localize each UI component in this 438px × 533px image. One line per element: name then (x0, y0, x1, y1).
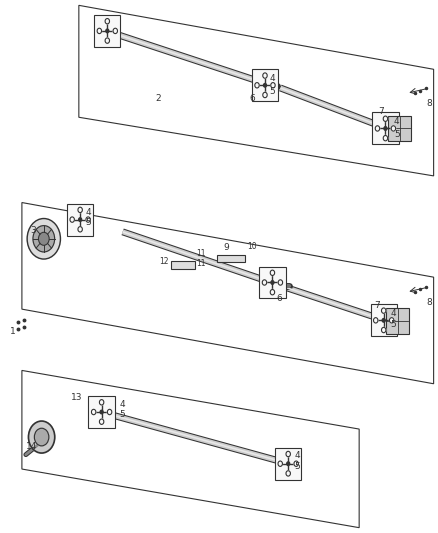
FancyBboxPatch shape (386, 308, 409, 334)
Polygon shape (217, 255, 245, 262)
Circle shape (99, 400, 104, 405)
FancyBboxPatch shape (371, 304, 397, 336)
Circle shape (383, 116, 388, 122)
Circle shape (107, 409, 112, 415)
Text: 6: 6 (276, 294, 283, 303)
Circle shape (381, 327, 386, 333)
Circle shape (270, 270, 275, 276)
Text: 8: 8 (426, 298, 432, 306)
Circle shape (389, 318, 394, 323)
Circle shape (384, 127, 387, 130)
Circle shape (34, 429, 49, 446)
Text: 12: 12 (159, 257, 169, 265)
FancyBboxPatch shape (252, 69, 278, 101)
Circle shape (383, 135, 388, 141)
Text: 9: 9 (223, 244, 229, 252)
Text: 7: 7 (374, 301, 380, 310)
Circle shape (287, 462, 290, 465)
Circle shape (264, 84, 266, 87)
Circle shape (79, 218, 81, 221)
Circle shape (286, 451, 290, 457)
Text: 5: 5 (394, 130, 400, 139)
Circle shape (381, 308, 386, 313)
Circle shape (33, 225, 55, 252)
Circle shape (106, 29, 109, 33)
Circle shape (382, 319, 385, 322)
Text: 6: 6 (249, 94, 255, 103)
FancyBboxPatch shape (372, 112, 399, 144)
Circle shape (391, 126, 396, 131)
Text: 3: 3 (30, 226, 36, 235)
Circle shape (271, 83, 275, 88)
Circle shape (86, 217, 90, 222)
Circle shape (100, 410, 103, 414)
Circle shape (286, 471, 290, 476)
Text: 8: 8 (426, 100, 432, 108)
Circle shape (105, 19, 110, 24)
Text: 5: 5 (120, 410, 126, 419)
Text: 4: 4 (391, 309, 396, 318)
Text: 1: 1 (10, 327, 16, 336)
Circle shape (255, 83, 259, 88)
Text: 4: 4 (86, 208, 91, 216)
Text: 5: 5 (85, 219, 92, 227)
Circle shape (28, 421, 55, 453)
Polygon shape (171, 261, 195, 269)
Circle shape (263, 92, 267, 98)
FancyBboxPatch shape (67, 204, 93, 236)
Text: 4: 4 (394, 117, 399, 126)
Circle shape (27, 219, 60, 259)
Circle shape (374, 318, 378, 323)
Text: 5: 5 (390, 320, 396, 328)
Circle shape (375, 126, 380, 131)
Circle shape (113, 28, 117, 34)
Text: 4: 4 (294, 451, 300, 460)
Circle shape (262, 280, 267, 285)
Circle shape (278, 461, 283, 466)
Text: 7: 7 (378, 108, 384, 116)
Text: 4: 4 (120, 400, 125, 408)
Circle shape (78, 227, 82, 232)
FancyBboxPatch shape (259, 266, 286, 298)
FancyBboxPatch shape (94, 15, 120, 47)
Circle shape (105, 38, 110, 43)
FancyBboxPatch shape (389, 116, 411, 141)
Text: 13: 13 (71, 393, 82, 401)
Text: 11: 11 (196, 259, 205, 268)
Text: 10: 10 (247, 243, 257, 251)
Circle shape (39, 232, 49, 245)
Text: 11: 11 (196, 249, 205, 258)
Text: 4: 4 (270, 75, 275, 83)
FancyBboxPatch shape (88, 396, 115, 428)
Circle shape (70, 217, 74, 222)
Circle shape (270, 289, 275, 295)
Circle shape (263, 73, 267, 78)
Circle shape (99, 419, 104, 424)
Circle shape (92, 409, 96, 415)
Circle shape (294, 461, 298, 466)
Text: 14: 14 (26, 442, 37, 451)
Text: 5: 5 (294, 462, 300, 471)
FancyBboxPatch shape (275, 448, 301, 480)
Text: 5: 5 (269, 87, 276, 96)
Circle shape (97, 28, 102, 34)
Text: 2: 2 (155, 94, 160, 103)
Circle shape (271, 281, 274, 284)
Circle shape (78, 207, 82, 213)
Circle shape (278, 280, 283, 285)
